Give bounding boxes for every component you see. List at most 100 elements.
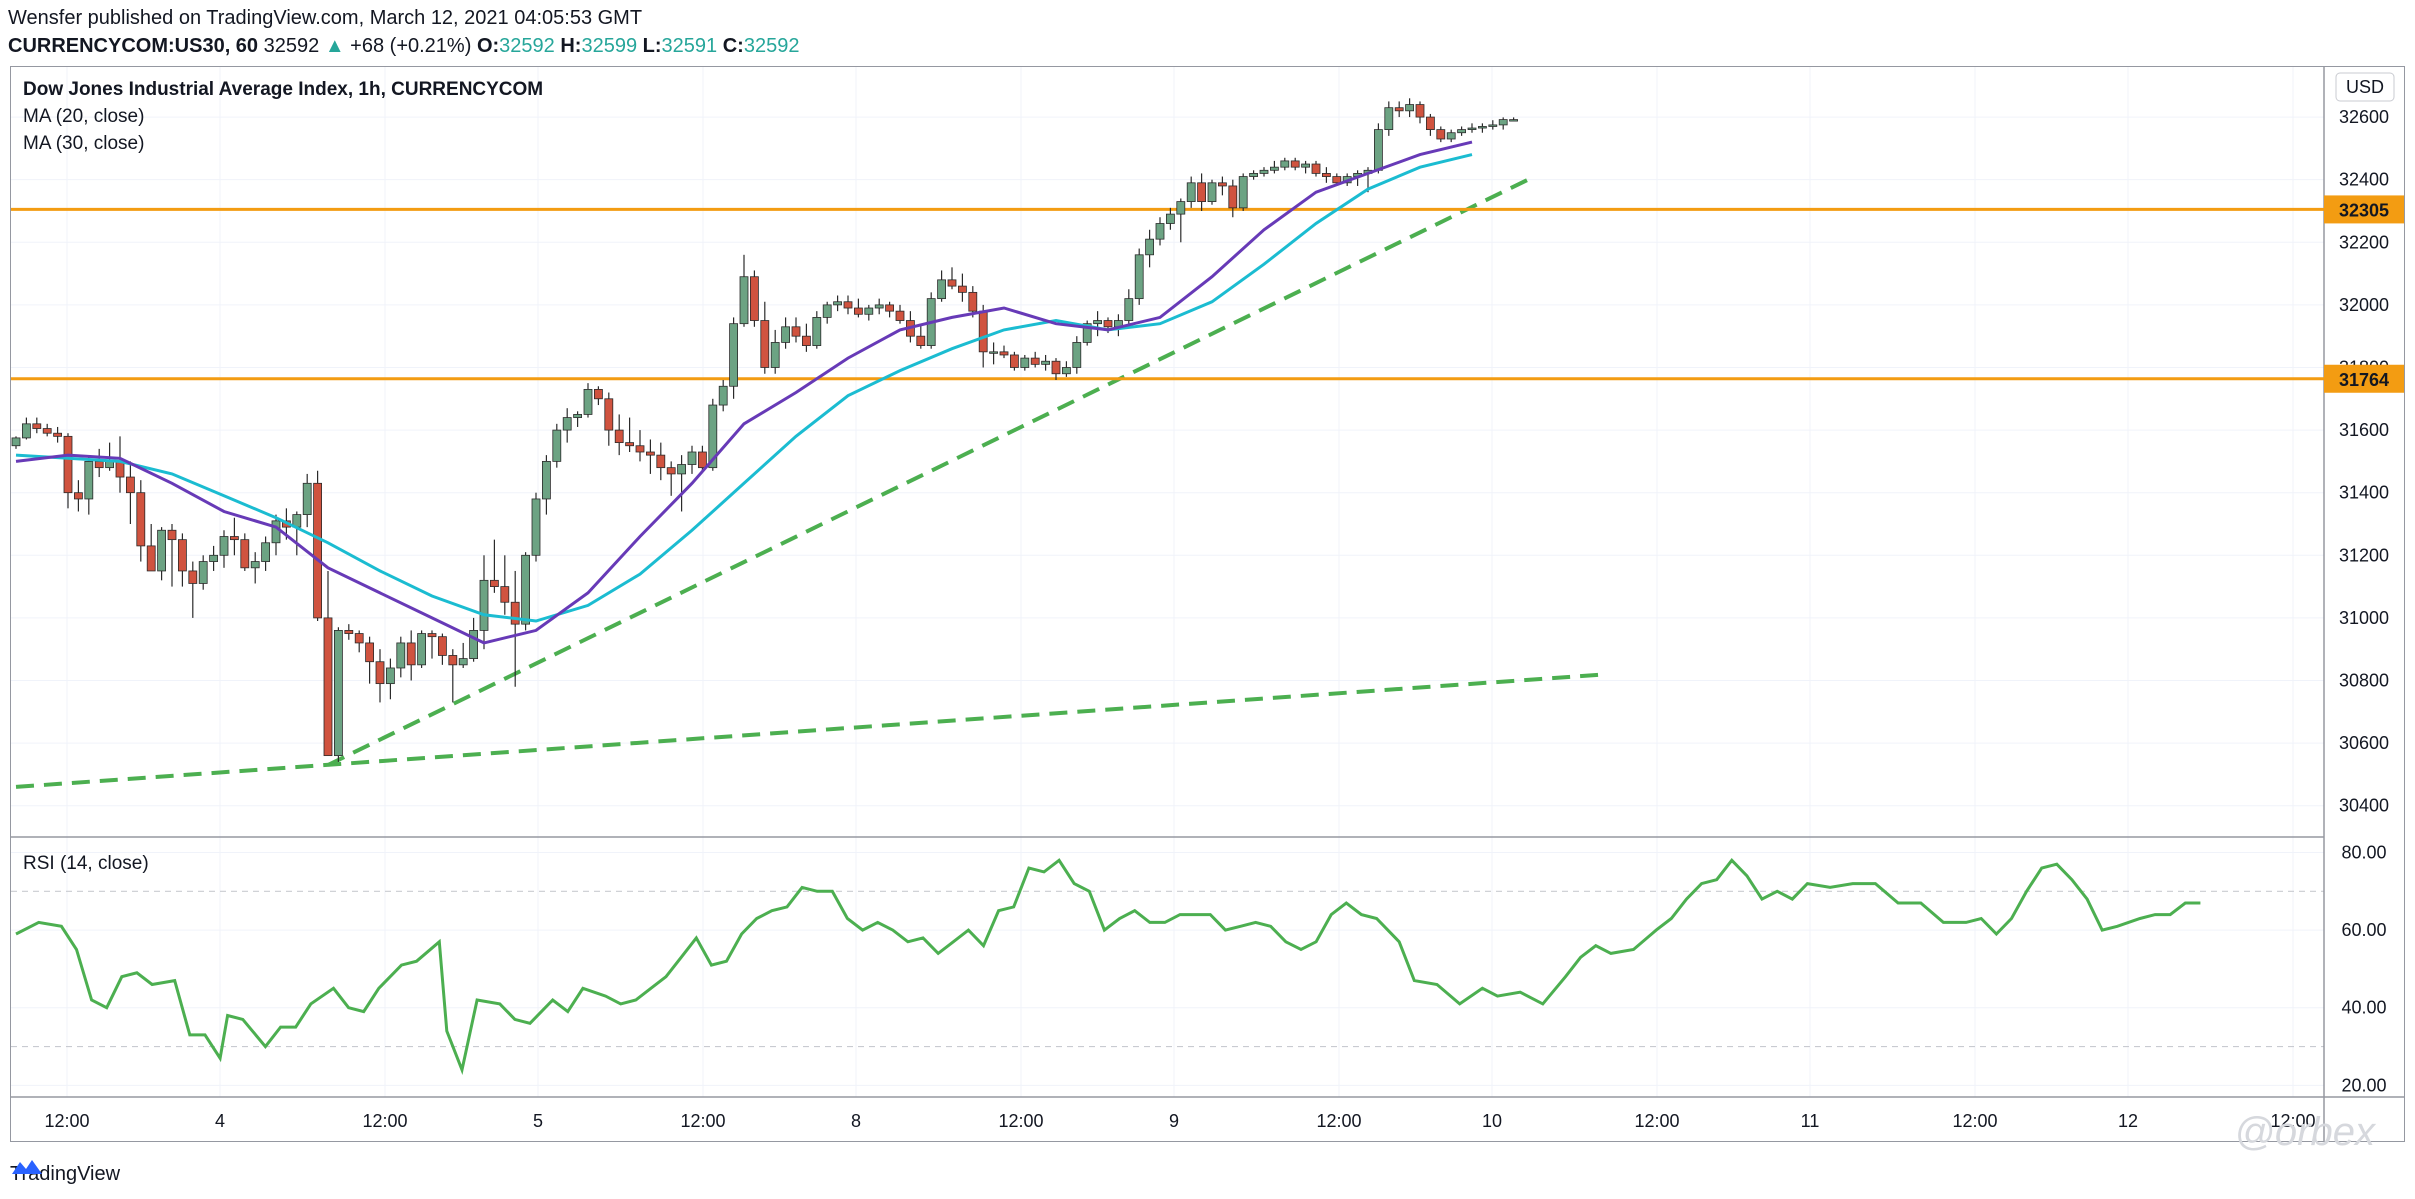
candle-body: [365, 642, 375, 663]
chart-frame[interactable]: 3040030600308003100031200314003160031800…: [10, 66, 2405, 1142]
close-label: C:: [722, 35, 744, 57]
candle-body: [489, 579, 499, 587]
level-label-bg: [2324, 364, 2404, 393]
time-tick-label: 12:00: [680, 1111, 725, 1131]
price-tick-label: 31000: [2339, 608, 2389, 628]
price-tick-label: 32200: [2339, 232, 2389, 252]
chart-svg[interactable]: 3040030600308003100031200314003160031800…: [11, 67, 2404, 1141]
candle-body: [437, 636, 447, 656]
candle-body: [42, 428, 52, 434]
candle-body: [833, 301, 842, 306]
candle-body: [542, 460, 551, 500]
candle-body: [469, 630, 479, 659]
candle-body: [791, 326, 801, 337]
candles: [11, 98, 1518, 762]
candle-body: [1072, 342, 1082, 368]
horizontal-levels: [11, 207, 2324, 381]
candle-body: [1488, 124, 1498, 127]
price-tick-label: 32400: [2339, 170, 2389, 190]
candle-body: [229, 536, 239, 541]
trendline-1: [327, 174, 1536, 767]
watermark: @orbex: [2234, 1110, 2375, 1154]
candle-body: [583, 388, 593, 415]
up-arrow-icon: ▲: [324, 35, 345, 57]
candle-body: [1374, 129, 1383, 171]
price-grid: [11, 67, 2324, 1097]
candle-body: [968, 291, 978, 312]
publish-info: Wensfer published on TradingView.com, Ma…: [8, 7, 643, 29]
legend-ma30: MA (30, close): [23, 133, 144, 154]
legend-ma20: MA (20, close): [23, 106, 144, 127]
candle-body: [646, 451, 655, 456]
symbol-line: CURRENCYCOM:US30, 60 32592 ▲ +68 (+0.21%…: [8, 32, 2408, 60]
last-price: 32592: [263, 35, 320, 57]
candle-body: [479, 579, 489, 631]
level-label: 31764: [2339, 370, 2389, 390]
candle-body: [750, 276, 759, 321]
candle-body: [1415, 104, 1425, 118]
tradingview-logo-icon: [12, 1160, 42, 1174]
price-tick-label: 32600: [2339, 107, 2389, 127]
candle-body: [874, 304, 884, 309]
candle-body: [1197, 182, 1206, 202]
candle-body: [594, 388, 603, 400]
candle-body: [250, 561, 260, 569]
candle-body: [417, 633, 427, 666]
candle-body: [323, 617, 333, 757]
candle-body: [635, 445, 645, 453]
candle-body: [1478, 126, 1487, 129]
price-axis: 3040030600308003100031200314003160031800…: [2324, 107, 2404, 816]
candle-body: [1498, 119, 1508, 126]
candle-body: [188, 570, 198, 584]
candle-body: [1082, 323, 1092, 343]
price-tick-label: 32000: [2339, 295, 2389, 315]
open-label: O:: [476, 35, 500, 57]
price-tick-label: 30400: [2339, 796, 2389, 816]
candle-body: [854, 307, 863, 315]
candle-body: [344, 630, 354, 634]
time-tick-label: 4: [215, 1111, 225, 1131]
candle-body: [271, 520, 281, 544]
candle-body: [739, 276, 749, 325]
candle-body: [614, 429, 624, 444]
candle-body: [1259, 169, 1269, 174]
candle-body: [1186, 182, 1196, 202]
high-label: H:: [560, 35, 582, 57]
candle-body: [209, 554, 219, 562]
candle-body: [895, 310, 905, 321]
candle-body: [1228, 185, 1238, 209]
candle-body: [1301, 163, 1310, 168]
candle-body: [770, 342, 780, 368]
candle-body: [427, 633, 437, 638]
candle-body: [1249, 173, 1258, 177]
price-tick-label: 31200: [2339, 545, 2389, 565]
candle-body: [802, 335, 811, 346]
candle-body: [1010, 354, 1019, 368]
candle-body: [1446, 132, 1456, 140]
candle-body: [1238, 176, 1248, 209]
candle-body: [1270, 166, 1279, 171]
low-value: 32591: [661, 35, 718, 57]
candle-body: [812, 317, 822, 346]
candle-body: [240, 539, 250, 569]
candle-body: [94, 460, 104, 469]
candle-body: [385, 667, 395, 685]
currency-box[interactable]: [2335, 72, 2395, 102]
level-label-bg: [2324, 195, 2404, 224]
candle-body: [333, 630, 343, 757]
candle-body: [1394, 107, 1404, 112]
candle-body: [958, 285, 967, 293]
legend-rsi: RSI (14, close): [23, 853, 149, 874]
candle-body: [1384, 107, 1394, 131]
candle-body: [354, 633, 364, 644]
candle-body: [261, 542, 271, 562]
candle-body: [198, 561, 208, 584]
candle-body: [978, 310, 988, 353]
candle-body: [573, 414, 582, 418]
symbol-name: CURRENCYCOM:US30, 60: [8, 35, 259, 57]
time-tick-label: 12:00: [1952, 1111, 1997, 1131]
candle-body: [510, 601, 520, 625]
candle-body: [562, 417, 572, 431]
time-tick-label: 12:00: [2270, 1111, 2315, 1131]
candle-body: [666, 467, 676, 475]
